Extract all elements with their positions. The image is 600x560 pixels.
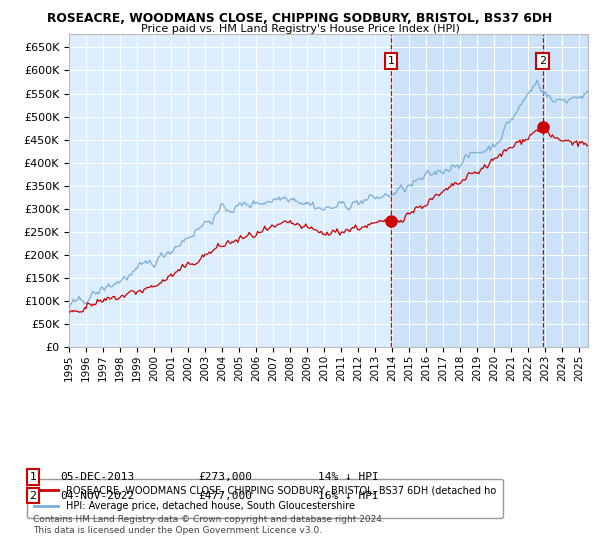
Text: Price paid vs. HM Land Registry's House Price Index (HPI): Price paid vs. HM Land Registry's House … xyxy=(140,24,460,34)
Text: 14% ↓ HPI: 14% ↓ HPI xyxy=(318,472,379,482)
Text: £273,000: £273,000 xyxy=(198,472,252,482)
Legend: ROSEACRE, WOODMANS CLOSE, CHIPPING SODBURY, BRISTOL, BS37 6DH (detached ho, HPI:: ROSEACRE, WOODMANS CLOSE, CHIPPING SODBU… xyxy=(27,479,503,518)
Text: 1: 1 xyxy=(29,472,37,482)
Bar xyxy=(391,34,588,347)
Text: 2: 2 xyxy=(539,56,546,66)
Text: 05-DEC-2013: 05-DEC-2013 xyxy=(60,472,134,482)
Text: 16% ↓ HPI: 16% ↓ HPI xyxy=(318,491,379,501)
Text: Contains HM Land Registry data © Crown copyright and database right 2024.: Contains HM Land Registry data © Crown c… xyxy=(33,515,385,524)
Text: 2: 2 xyxy=(29,491,37,501)
Text: This data is licensed under the Open Government Licence v3.0.: This data is licensed under the Open Gov… xyxy=(33,526,322,535)
Text: ROSEACRE, WOODMANS CLOSE, CHIPPING SODBURY, BRISTOL, BS37 6DH: ROSEACRE, WOODMANS CLOSE, CHIPPING SODBU… xyxy=(47,12,553,25)
Text: £477,000: £477,000 xyxy=(198,491,252,501)
Text: 04-NOV-2022: 04-NOV-2022 xyxy=(60,491,134,501)
Text: 1: 1 xyxy=(388,56,394,66)
